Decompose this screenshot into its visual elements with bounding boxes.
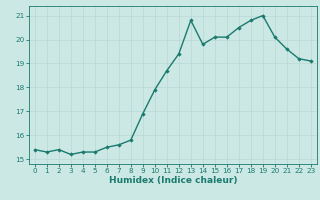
- X-axis label: Humidex (Indice chaleur): Humidex (Indice chaleur): [108, 176, 237, 185]
